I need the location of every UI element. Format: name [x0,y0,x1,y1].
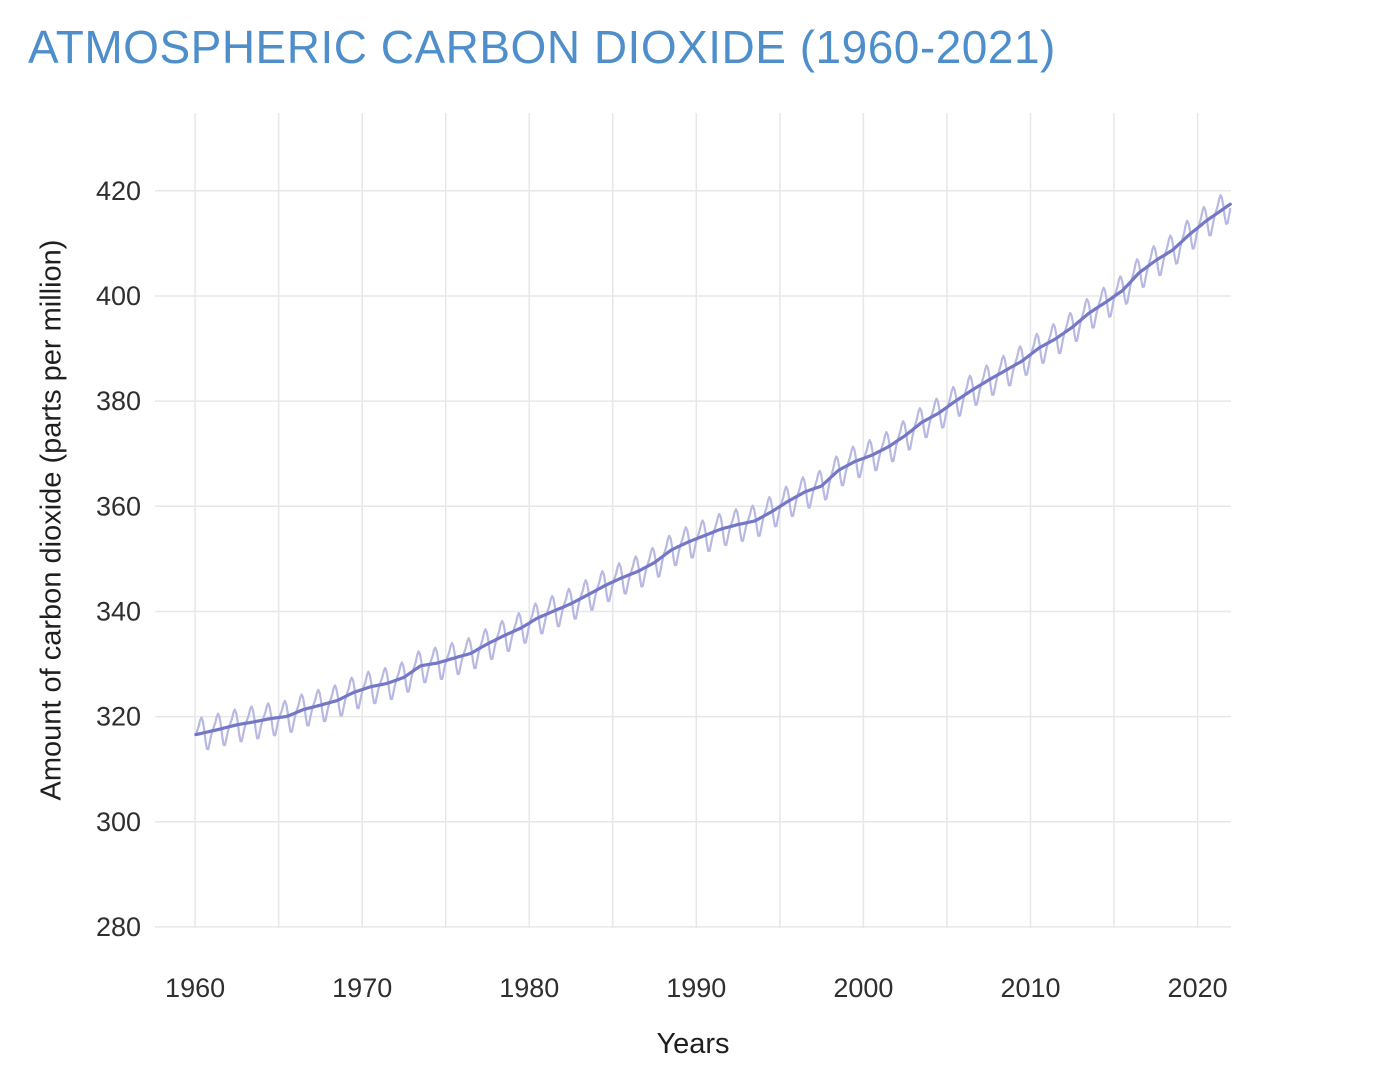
x-tick-label-2010: 2010 [1000,973,1060,1003]
x-tick-label-1980: 1980 [499,973,559,1003]
x-tick-label-1960: 1960 [165,973,225,1003]
x-tick-label-1990: 1990 [666,973,726,1003]
chart-title: ATMOSPHERIC CARBON DIOXIDE (1960-2021) [28,21,1056,73]
monthly-co2-line [194,194,1232,751]
y-tick-label-420: 420 [96,176,141,206]
y-tick-label-280: 280 [96,912,141,942]
y-tick-label-300: 300 [96,807,141,837]
x-axis-title: Years [656,1028,730,1060]
y-tick-label-360: 360 [96,491,141,521]
x-tick-label-2000: 2000 [833,973,893,1003]
y-tick-label-320: 320 [96,702,141,732]
x-tick-label-1970: 1970 [332,973,392,1003]
x-tick-label-2020: 2020 [1168,973,1228,1003]
annual-trend-line [194,202,1232,737]
y-tick-label-340: 340 [96,597,141,627]
y-tick-label-380: 380 [96,386,141,416]
y-tick-label-400: 400 [96,281,141,311]
